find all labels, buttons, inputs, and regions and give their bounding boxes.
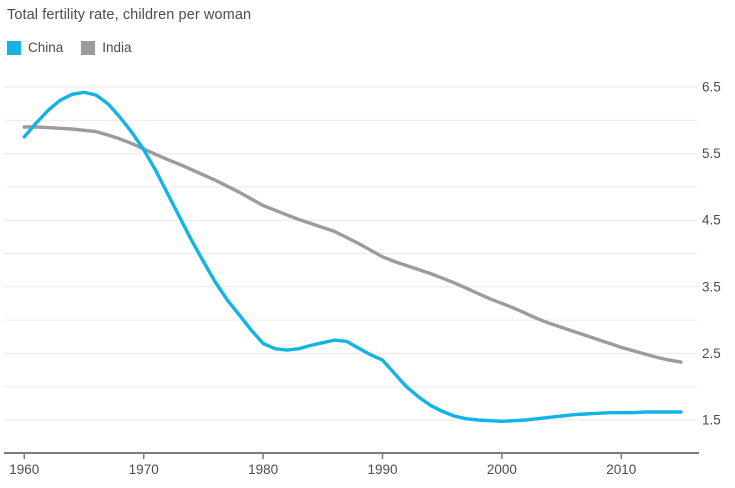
y-axis-label: 2.5: [702, 346, 721, 361]
series-line-china: [22, 90, 683, 423]
y-axis-label: 4.5: [702, 213, 721, 228]
x-axis-label: 1960: [9, 462, 39, 477]
x-axis-label: 2010: [606, 462, 636, 477]
china-swatch-icon: [7, 40, 21, 55]
chart-title: Total fertility rate, children per woman: [7, 7, 252, 23]
legend-item-china: China: [7, 40, 63, 55]
y-axis-label: 5.5: [702, 146, 721, 161]
legend-label-india: India: [102, 40, 132, 55]
x-axis-label: 1970: [129, 462, 159, 477]
y-axis-label: 6.5: [702, 80, 721, 95]
legend-item-india: India: [81, 40, 132, 55]
legend: China India: [7, 40, 132, 55]
x-axis-label: 2000: [487, 462, 517, 477]
series-line-india: [22, 125, 683, 364]
india-swatch-icon: [81, 40, 96, 55]
y-axis-label: 1.5: [702, 413, 721, 428]
y-axis-label: 3.5: [702, 279, 721, 294]
legend-label-china: China: [28, 40, 64, 55]
x-axis-label: 1990: [367, 462, 397, 477]
x-axis-label: 1980: [248, 462, 278, 477]
